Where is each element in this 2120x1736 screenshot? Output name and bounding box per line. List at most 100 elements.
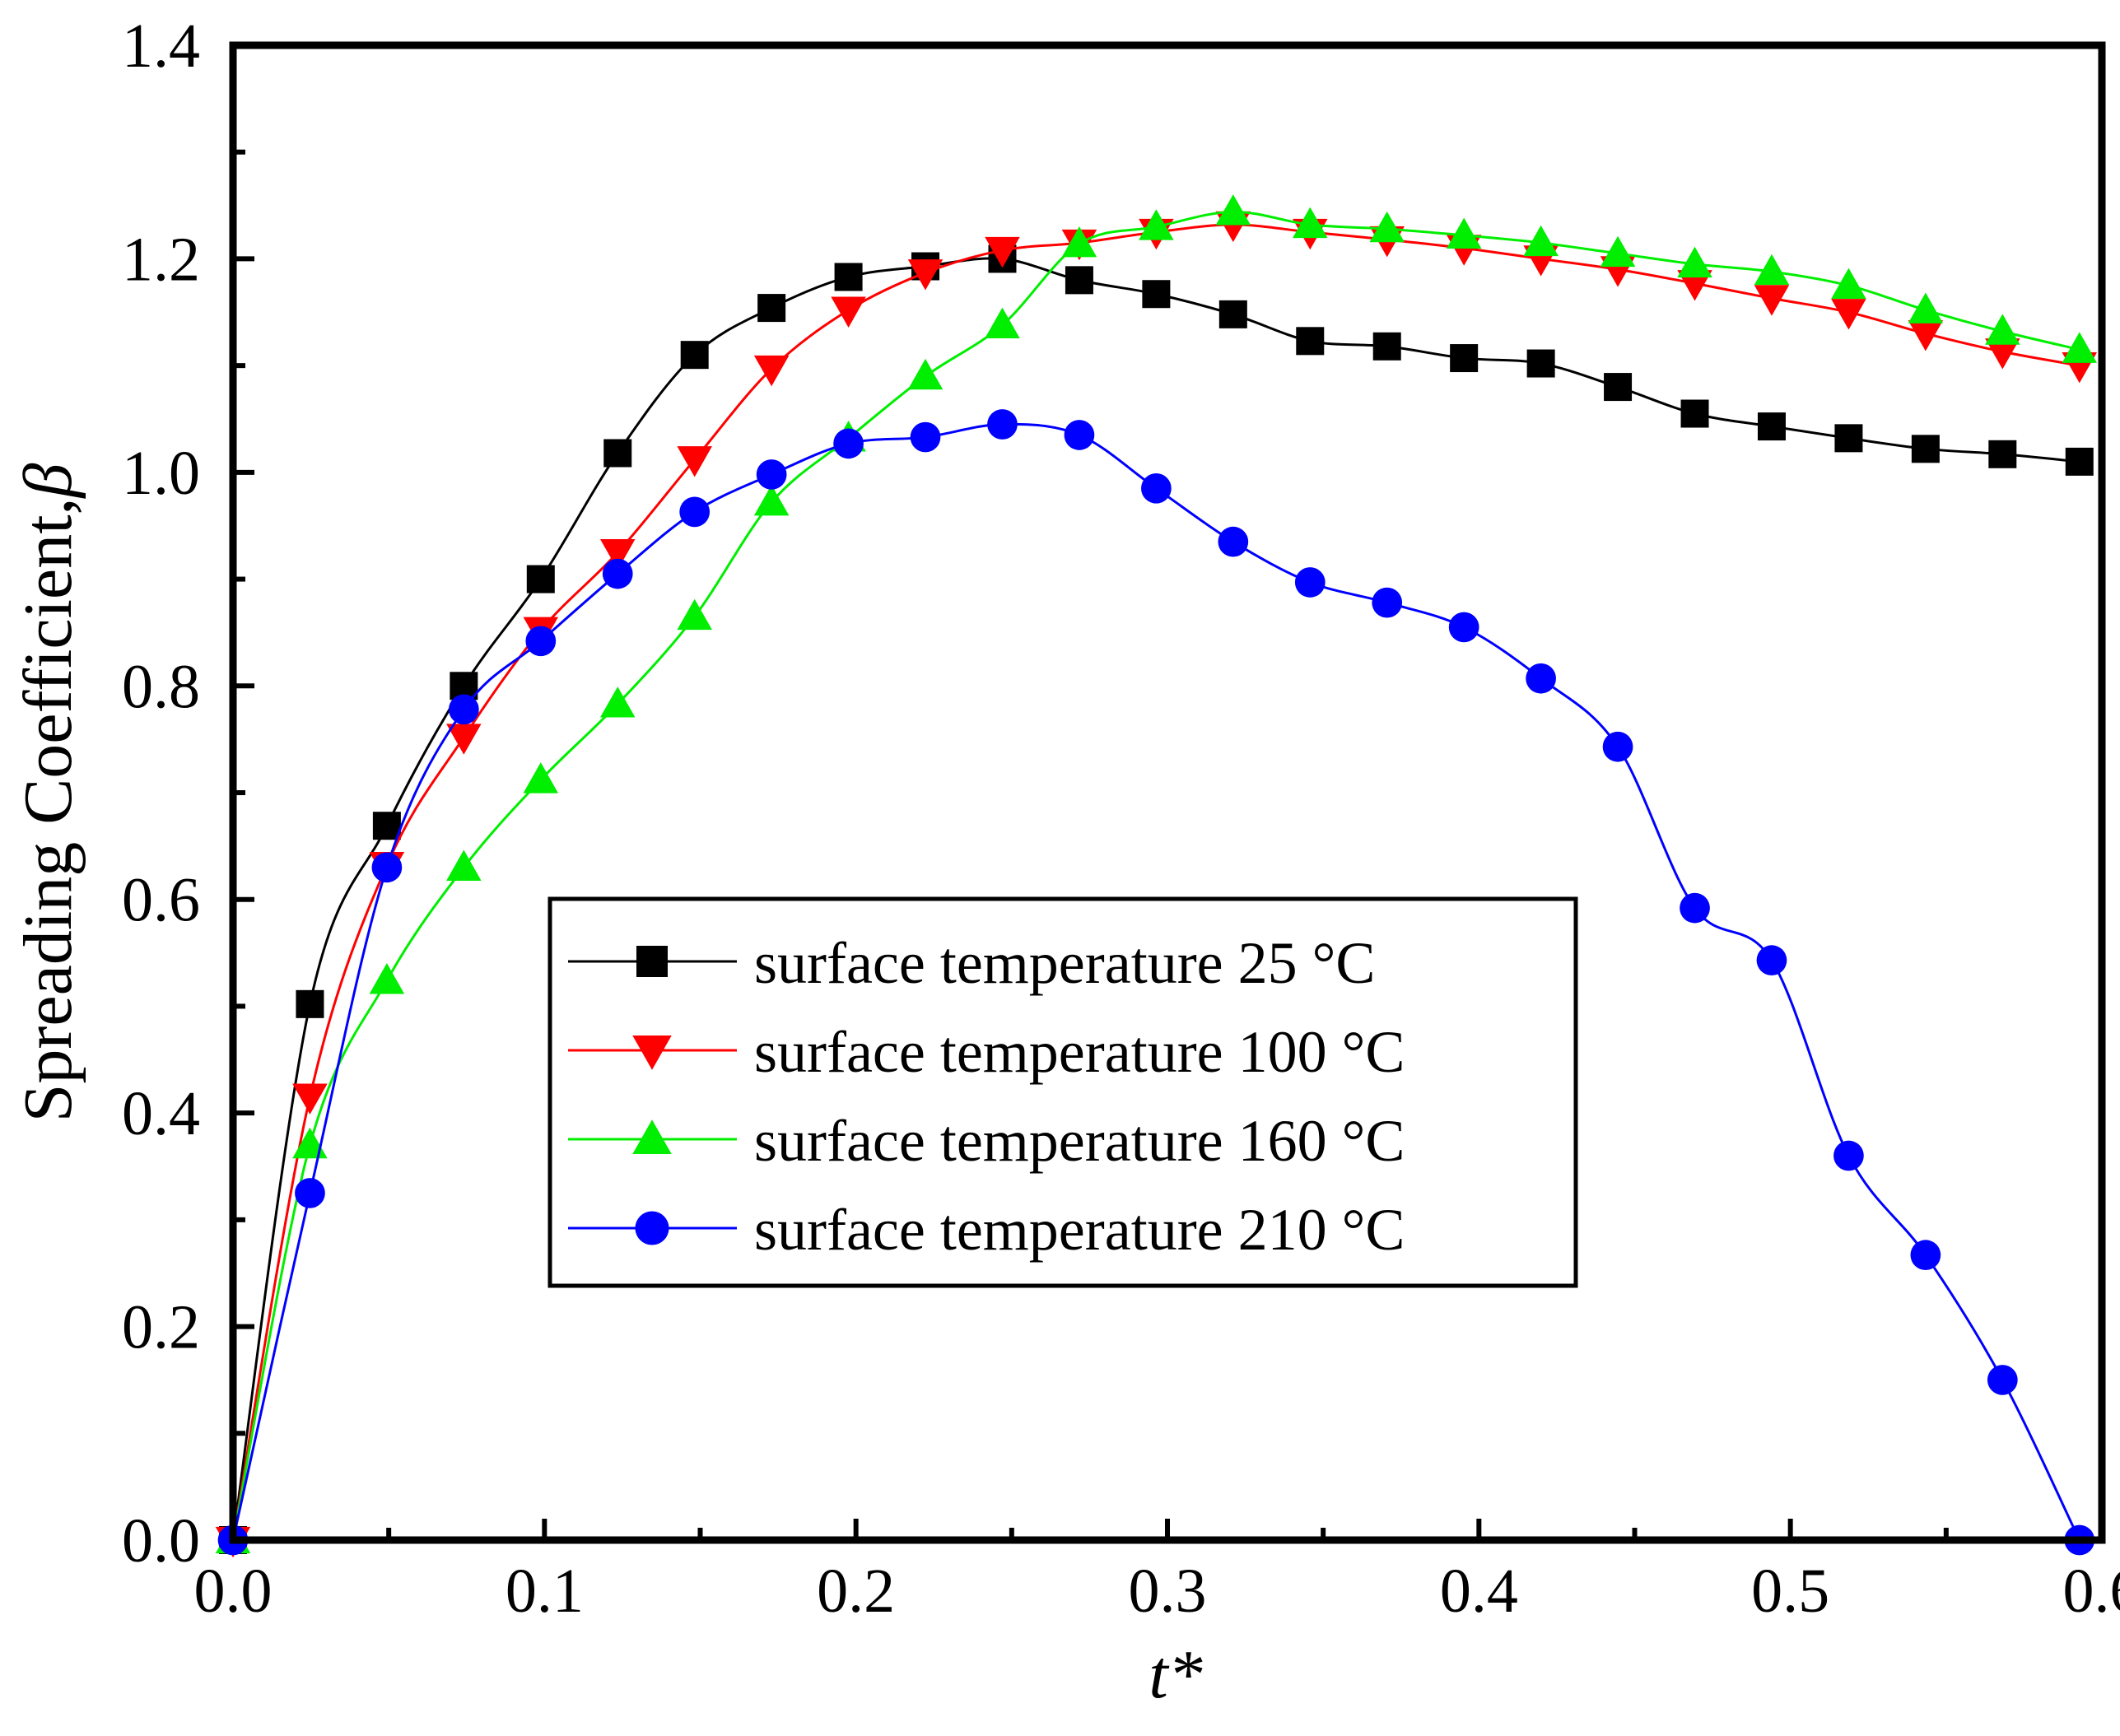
y-tick-label: 0.6	[122, 866, 200, 935]
data-point	[525, 626, 557, 657]
data-point	[2062, 332, 2098, 363]
data-point	[1218, 300, 1247, 328]
y-tick-label: 1.2	[122, 225, 200, 294]
legend-item: surface temperature 160 °C	[568, 1108, 1405, 1174]
legend-label: surface temperature 160 °C	[754, 1108, 1405, 1174]
data-point	[446, 724, 482, 755]
data-point	[295, 1178, 325, 1208]
data-point	[1448, 612, 1479, 643]
x-tick-label: 0.5	[1751, 1557, 1829, 1626]
data-point	[526, 565, 555, 593]
data-point	[1215, 194, 1251, 226]
y-tick-label: 0.4	[122, 1079, 200, 1148]
data-point	[1139, 209, 1174, 240]
data-point	[831, 296, 866, 328]
series-line	[231, 223, 2080, 1541]
data-point	[1372, 332, 1401, 361]
data-point	[677, 446, 712, 477]
data-point	[1988, 440, 2017, 468]
data-point	[1757, 412, 1786, 441]
legend-marker	[632, 1035, 672, 1070]
data-point	[1908, 320, 1944, 351]
data-point	[523, 762, 559, 794]
data-point	[1985, 338, 2020, 370]
legend-item: surface temperature 210 °C	[568, 1197, 1405, 1263]
data-point	[833, 428, 864, 459]
data-point	[1065, 266, 1093, 295]
series-4	[217, 409, 2095, 1556]
data-point	[753, 484, 790, 516]
data-point	[446, 849, 482, 881]
data-point	[1834, 424, 1863, 453]
data-point	[679, 496, 711, 528]
y-axis-title: Spreading Coefficient,β	[10, 463, 86, 1122]
y-axis-title-symbol: β	[10, 463, 86, 499]
y-tick-label: 0.2	[122, 1293, 200, 1362]
data-point	[1446, 217, 1482, 249]
data-point	[1218, 526, 1249, 557]
y-tick-label: 0.8	[122, 652, 200, 721]
y-tick-label: 0.0	[122, 1506, 200, 1575]
data-point	[1142, 280, 1171, 309]
x-tick-label: 0.4	[1440, 1557, 1518, 1626]
legend-items: surface temperature 25 °C surface tempera…	[568, 930, 1405, 1263]
x-tick-label: 0.1	[506, 1557, 584, 1626]
data-point	[1833, 1140, 1864, 1171]
data-point	[1680, 892, 1710, 924]
data-point	[1064, 420, 1095, 450]
legend-label: surface temperature 210 °C	[754, 1197, 1405, 1263]
data-point	[1523, 225, 1559, 257]
legend-marker	[636, 946, 668, 977]
data-point	[677, 598, 712, 631]
data-point	[1296, 327, 1325, 356]
data-point	[1526, 663, 1556, 694]
data-point	[757, 294, 786, 323]
y-tick-labels: 0.0 0.2 0.4 0.6 0.8 1.0 1.2 1.4	[122, 12, 200, 1575]
data-point	[1831, 268, 1866, 300]
data-point	[448, 694, 479, 725]
legend-marker	[632, 1119, 672, 1155]
data-point	[602, 558, 633, 589]
data-point	[1985, 314, 2020, 345]
legend-label: surface temperature 100 °C	[754, 1019, 1405, 1085]
x-tick-label: 0.6	[2063, 1557, 2120, 1626]
data-point	[1372, 587, 1403, 618]
data-point	[910, 421, 941, 453]
x-tick-label: 0.0	[194, 1557, 273, 1626]
data-point	[292, 1083, 328, 1115]
data-point	[753, 355, 790, 387]
y-axis-title-main: Spreading Coefficient,	[10, 497, 86, 1122]
data-point	[987, 409, 1018, 440]
data-point	[907, 358, 944, 390]
x-tick-label: 0.3	[1129, 1557, 1207, 1626]
data-point	[985, 236, 1020, 268]
legend-item: surface temperature 100 °C	[568, 1019, 1405, 1085]
series-line	[231, 210, 2080, 1541]
series-layer	[215, 194, 2098, 1558]
data-point	[1602, 731, 1633, 762]
data-point	[603, 439, 632, 468]
x-tick-label: 0.2	[817, 1557, 895, 1626]
data-point	[1831, 299, 1866, 330]
axis-ticks	[231, 43, 2104, 1543]
data-point	[1293, 207, 1328, 239]
legend: surface temperature 25 °C surface tempera…	[547, 896, 1578, 1288]
legend-box	[547, 896, 1578, 1288]
data-point	[1604, 373, 1633, 402]
series-line	[231, 257, 2080, 1541]
data-point	[369, 963, 405, 994]
data-point	[1600, 235, 1636, 268]
data-point	[1526, 349, 1555, 378]
data-point	[1680, 399, 1709, 428]
legend-label: surface temperature 25 °C	[754, 930, 1375, 996]
data-point	[1911, 435, 1940, 463]
data-point	[1061, 226, 1097, 258]
data-point	[1756, 945, 1787, 976]
data-point	[834, 263, 863, 291]
y-tick-label: 1.4	[122, 12, 200, 81]
y-tick-label: 1.0	[122, 439, 200, 508]
data-point	[1910, 1240, 1941, 1271]
legend-item: surface temperature 25 °C	[568, 930, 1375, 996]
series-3	[215, 194, 2098, 1554]
